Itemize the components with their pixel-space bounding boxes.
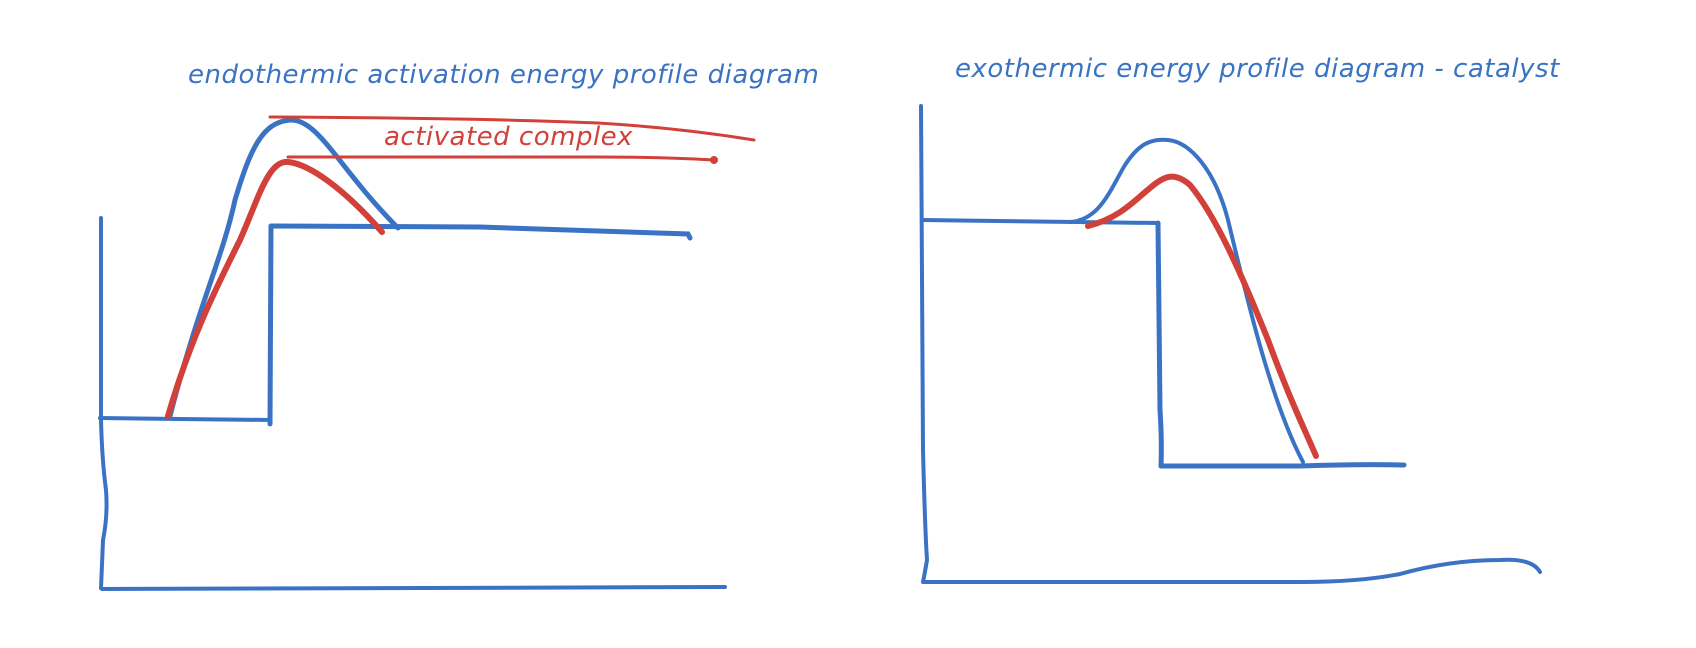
- endothermic-x-axis: [100, 585, 727, 591]
- endothermic-uncatalysed-curve: [167, 117, 401, 419]
- endothermic-reactant-level: [98, 416, 272, 422]
- endothermic-catalysed-curve: [165, 159, 385, 419]
- exothermic-product-level: [1158, 462, 1407, 469]
- exothermic-y-axis: [919, 104, 930, 584]
- activated-complex-line-end: [710, 156, 718, 164]
- exothermic-x-axis: [922, 557, 1542, 584]
- endothermic-product-level: [268, 223, 693, 241]
- exothermic-diagram: exothermic energy profile diagram - cata…: [919, 54, 1560, 584]
- exothermic-reactant-level: [920, 218, 1160, 225]
- activated-complex-upper-line: [268, 115, 756, 142]
- activated-complex-label: activated complex: [384, 122, 633, 152]
- endothermic-diagram-title: endothermic activation energy profile di…: [188, 60, 819, 90]
- exothermic-uncatalysed-curve: [1068, 137, 1305, 464]
- activated-complex-lower-line: [286, 155, 716, 162]
- endothermic-diagram: endothermic activation energy profile di…: [98, 60, 819, 591]
- exothermic-catalysed-curve: [1085, 173, 1319, 459]
- exothermic-diagram-title: exothermic energy profile diagram - cata…: [955, 54, 1560, 84]
- endothermic-enthalpy-step: [267, 223, 274, 427]
- endothermic-y-axis: [99, 216, 109, 590]
- exothermic-enthalpy-step: [1155, 220, 1164, 469]
